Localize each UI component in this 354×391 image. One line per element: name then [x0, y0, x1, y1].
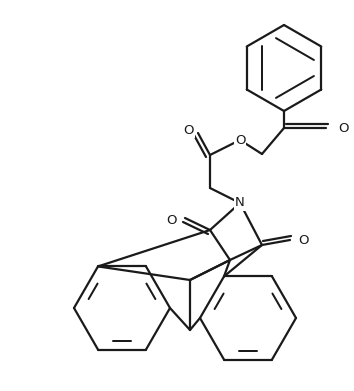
Text: O: O [183, 124, 194, 136]
Text: O: O [298, 233, 308, 246]
Text: N: N [235, 197, 245, 210]
Text: O: O [338, 122, 348, 135]
Text: O: O [235, 133, 245, 147]
Text: O: O [166, 213, 177, 226]
